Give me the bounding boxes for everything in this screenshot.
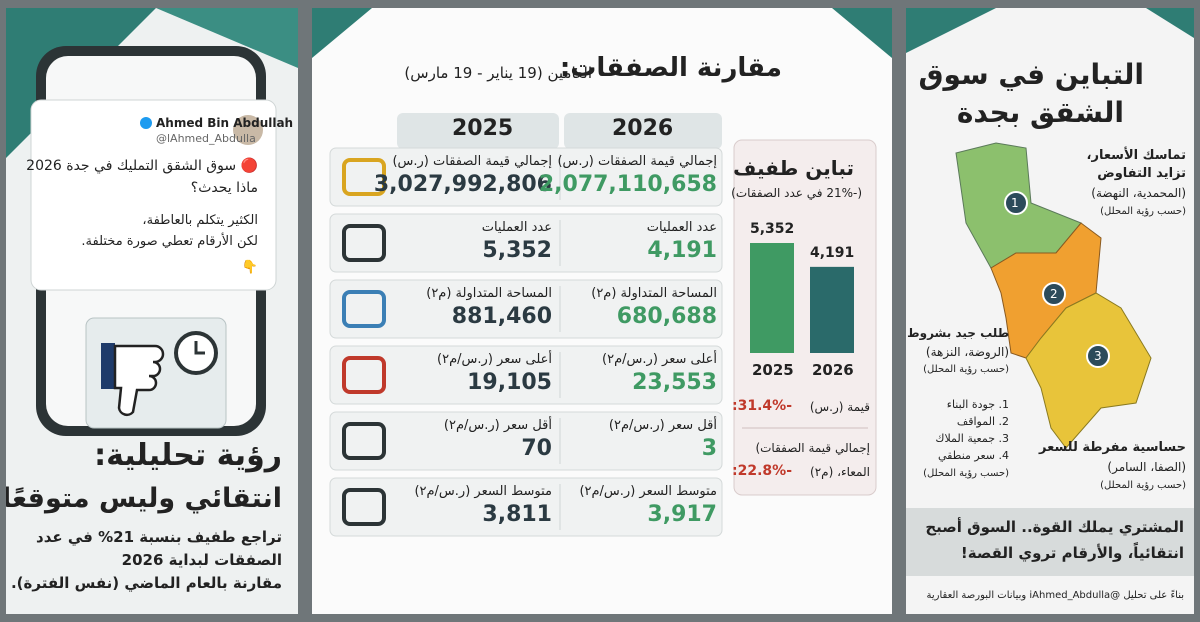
- subtitle: العامين (19 يناير - 19 مارس): [404, 64, 592, 82]
- row-label: أعلى سعر (ر.س/م٢): [602, 352, 717, 367]
- row-value: 680,688: [616, 304, 717, 329]
- variance-label: المعاء، (م٢): [810, 465, 870, 479]
- map-marker: 3: [1094, 349, 1102, 363]
- zone-note: (الروضة، النزهة): [925, 345, 1009, 359]
- row-icon: [342, 356, 386, 394]
- left-art: [6, 8, 298, 436]
- zone-note: (حسب رؤية المحلل): [1100, 480, 1186, 491]
- row-box: [329, 477, 723, 537]
- zone-note: تزايد التفاوض: [1097, 166, 1186, 181]
- title: الشقق بجدة: [956, 96, 1124, 129]
- map-marker: 2: [1050, 287, 1058, 301]
- tweet-line: 🔴 سوق الشقق التمليك في جدة 2026: [26, 158, 258, 174]
- row-label: متوسط السعر (ر.س/م٢): [579, 484, 717, 499]
- row-value: 2,077,110,658: [538, 172, 717, 197]
- heading: انتقائي وليس متوقعًا: [6, 483, 282, 514]
- row-box: [329, 345, 723, 405]
- body-line: تراجع طفيف بنسبة 21% في عدد: [36, 528, 282, 546]
- row-box: [329, 279, 723, 339]
- row-box: [329, 147, 723, 207]
- tweet-line: لكن الأرقام تعطي صورة مختلفة.: [81, 234, 258, 249]
- row-label: إجمالي قيمة الصفقات (ر.س): [557, 154, 717, 169]
- tweet-line: الكثير يتكلم بالعاطفة،: [142, 213, 258, 228]
- row-value: 881,460: [451, 304, 552, 329]
- footer: بناءً على تحليل @iAhmed_Abdulla وبيانات …: [926, 590, 1185, 601]
- zone-note: تماسك الأسعار،: [1086, 148, 1186, 163]
- variance-pct: -22.8%:: [732, 463, 792, 479]
- row-icon: [342, 290, 386, 328]
- row-value: 23,553: [632, 370, 717, 395]
- list-item: 4. سعر منطقي: [937, 449, 1009, 462]
- row-icon: [342, 224, 386, 262]
- row-icon: [342, 488, 386, 526]
- body-line: مقارنة بالعام الماضي (نفس الفترة).: [10, 574, 282, 592]
- row-icon: [342, 158, 386, 196]
- row-label: المساحة المتداولة (م٢): [426, 286, 552, 301]
- zone-note: (المحمدية، النهضة): [1091, 186, 1186, 200]
- banner: انتقائياً، والأرقام تروي القصة!: [960, 544, 1184, 562]
- year-header: 2026: [612, 116, 674, 141]
- list-item: 2. المواقف: [956, 415, 1009, 428]
- variance-subtitle: (-21% في عدد الصفقات): [731, 186, 862, 200]
- tweet-handle: @lAhmed_Abdulla: [156, 132, 256, 145]
- zone-note: طلب جيد بشروط: [907, 326, 1009, 340]
- bar-category: 2026: [812, 361, 854, 379]
- title: التباين في سوق: [918, 58, 1144, 91]
- bar: [750, 243, 794, 353]
- row-label: إجمالي قيمة الصفقات (ر.س): [392, 154, 552, 169]
- heading: رؤية تحليلية:: [94, 438, 282, 473]
- row-box: [329, 213, 723, 273]
- row-label: المساحة المتداولة (م٢): [591, 286, 717, 301]
- middle-panel: مقارنة الصفقات: العامين (19 يناير - 19 م…: [312, 8, 892, 614]
- row-value: 3,917: [647, 502, 717, 527]
- row-value: 19,105: [467, 370, 552, 395]
- variance-pct: -31.4%:: [732, 398, 792, 414]
- row-label: أقل سعر (ر.س/م٢): [443, 418, 552, 433]
- row-value: 70: [521, 436, 552, 461]
- list-item: (حسب رؤية المحلل): [923, 468, 1009, 479]
- tweet-line: ماذا يحدث؟: [190, 180, 258, 196]
- title: مقارنة الصفقات:: [559, 53, 782, 83]
- row-label: أقل سعر (ر.س/م٢): [608, 418, 717, 433]
- zone-note: (حسب رؤية المحلل): [923, 364, 1009, 375]
- right-art: [906, 8, 1194, 576]
- zone-note: حساسية مفرطة للسعر: [1039, 440, 1186, 455]
- row-box: [329, 411, 723, 471]
- row-value: 3,027,992,806: [373, 172, 552, 197]
- row-value: 4,191: [647, 238, 717, 263]
- variance-title: تباين طفيف: [733, 156, 854, 180]
- variance-label: إجمالي قيمة الصفقات): [755, 441, 870, 455]
- left-panel: Ahmed Bin Abdullah @lAhmed_Abdulla 🔴 سوق…: [6, 8, 298, 614]
- row-label: عدد العمليات: [481, 220, 552, 235]
- list-item: 1. جودة البناء: [946, 398, 1009, 411]
- year-header: 2025: [452, 116, 514, 141]
- map-marker: 1: [1011, 196, 1019, 210]
- zone-note: (الصفا، السامر): [1107, 460, 1186, 474]
- right-panel: 1 2 3 التباين في سوق الشقق بجدة تماسك ال…: [906, 8, 1194, 614]
- middle-art: [312, 8, 892, 537]
- row-value: 3: [701, 436, 717, 461]
- banner: المشتري يملك القوة.. السوق أصبح: [925, 518, 1184, 536]
- tweet-line: 👇: [241, 260, 258, 275]
- row-value: 5,352: [482, 238, 552, 263]
- list-item: 3. جمعية الملاك: [935, 432, 1009, 445]
- row-value: 3,811: [482, 502, 552, 527]
- row-label: عدد العمليات: [646, 220, 717, 235]
- tweet-name: Ahmed Bin Abdullah: [156, 116, 294, 130]
- bar-value-label: 5,352: [750, 221, 795, 237]
- row-label: متوسط السعر (ر.س/م٢): [414, 484, 552, 499]
- body-line: الصفقات لبداية 2026: [121, 551, 282, 569]
- variance-label: قيمة (ر.س): [809, 400, 870, 414]
- bar-category: 2025: [752, 361, 794, 379]
- row-label: أعلى سعر (ر.س/م٢): [437, 352, 552, 367]
- bar: [810, 266, 854, 353]
- row-icon: [342, 422, 386, 460]
- zone-note: (حسب رؤية المحلل): [1100, 206, 1186, 217]
- bar-value-label: 4,191: [810, 244, 855, 261]
